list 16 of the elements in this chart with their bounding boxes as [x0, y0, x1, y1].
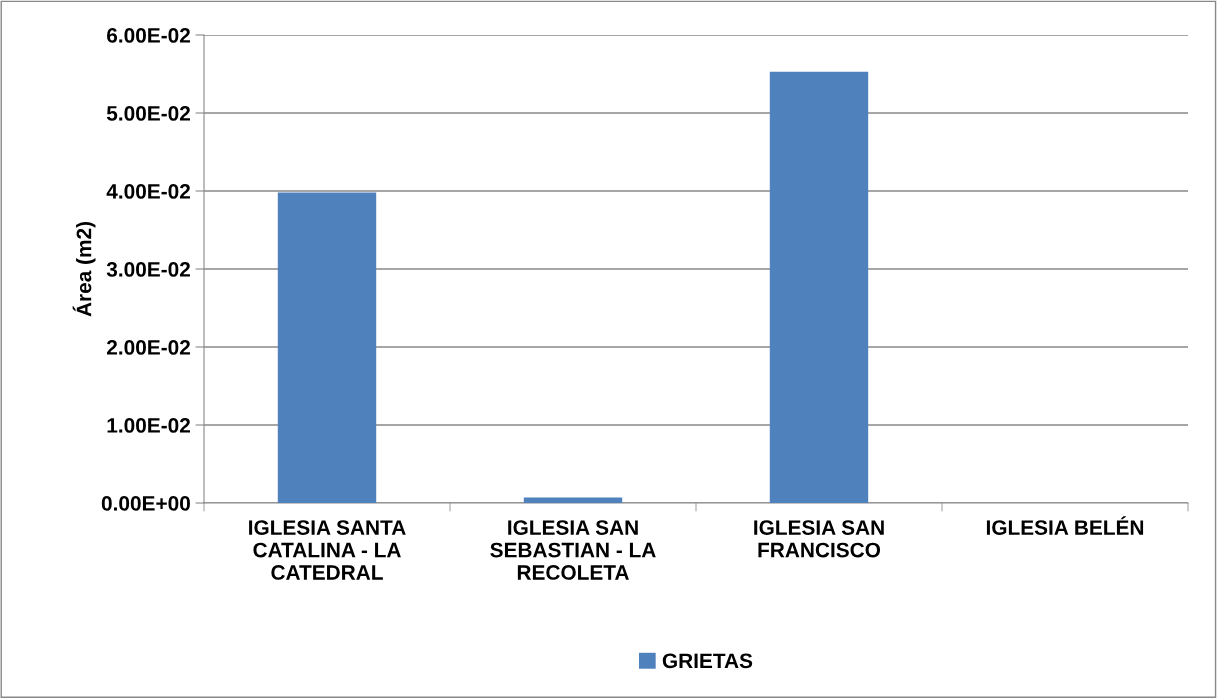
x-tick-label: IGLESIA SAN FRANCISCO [754, 520, 884, 558]
bar [769, 71, 869, 503]
bar [277, 192, 377, 503]
bar [523, 497, 623, 503]
y-tick-label: 3.00E-02 [106, 262, 190, 277]
y-tick-label: 1.00E-02 [107, 418, 190, 433]
y-axis-title: Área (m2) [72, 221, 96, 317]
x-tick-label: IGLESIA SAN SEBASTIAN - LA RECOLETA [490, 520, 656, 580]
legend-label: GRIETAS [662, 653, 753, 669]
x-tick-label: IGLESIA BELÉN [986, 516, 1144, 535]
y-tick-label: 2.00E-02 [106, 340, 190, 355]
x-tick-label: IGLESIA SANTA CATALINA - LA CATEDRAL [249, 520, 406, 580]
y-tick-label: 0.00E+00 [101, 496, 190, 511]
y-tick-label: 4.00E-02 [106, 184, 190, 199]
y-tick-label: 5.00E-02 [106, 106, 190, 121]
y-tick-label: 6.00E-02 [107, 28, 190, 43]
